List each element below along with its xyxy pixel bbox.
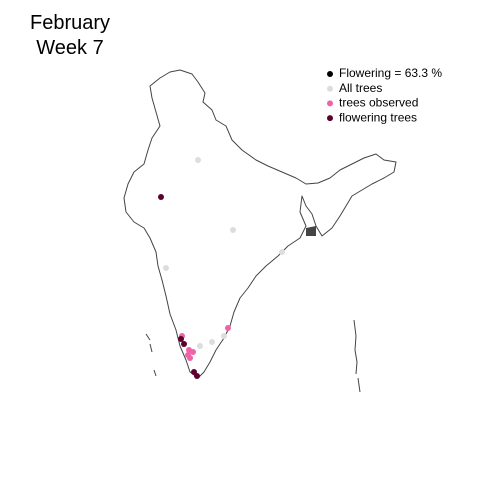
legend-label: flowering trees	[339, 110, 417, 124]
legend-marker	[327, 71, 333, 77]
tree-point	[190, 349, 196, 355]
tree-point	[158, 194, 164, 200]
tree-point	[163, 265, 169, 271]
tree-points	[158, 157, 285, 379]
country-outline	[123, 69, 397, 379]
legend-label: trees observed	[339, 96, 418, 110]
tree-point	[181, 341, 187, 347]
legend-marker	[327, 115, 333, 122]
tree-point	[195, 157, 201, 163]
tree-point	[209, 339, 215, 345]
tree-point	[225, 325, 231, 331]
tree-point	[194, 373, 200, 379]
tree-point	[187, 355, 193, 361]
delta	[306, 226, 316, 236]
legend-label: All trees	[339, 81, 382, 95]
title-month: February	[30, 12, 110, 34]
tree-point	[197, 343, 203, 349]
legend-label: Flowering = 63.3 %	[339, 66, 442, 80]
tree-point	[221, 333, 227, 339]
tree-point	[178, 336, 184, 342]
islands	[145, 319, 361, 393]
tree-point	[279, 249, 285, 255]
title-week: Week 7	[36, 37, 103, 59]
legend-marker	[327, 85, 333, 92]
legend-marker	[327, 100, 333, 107]
tree-point	[230, 227, 236, 233]
